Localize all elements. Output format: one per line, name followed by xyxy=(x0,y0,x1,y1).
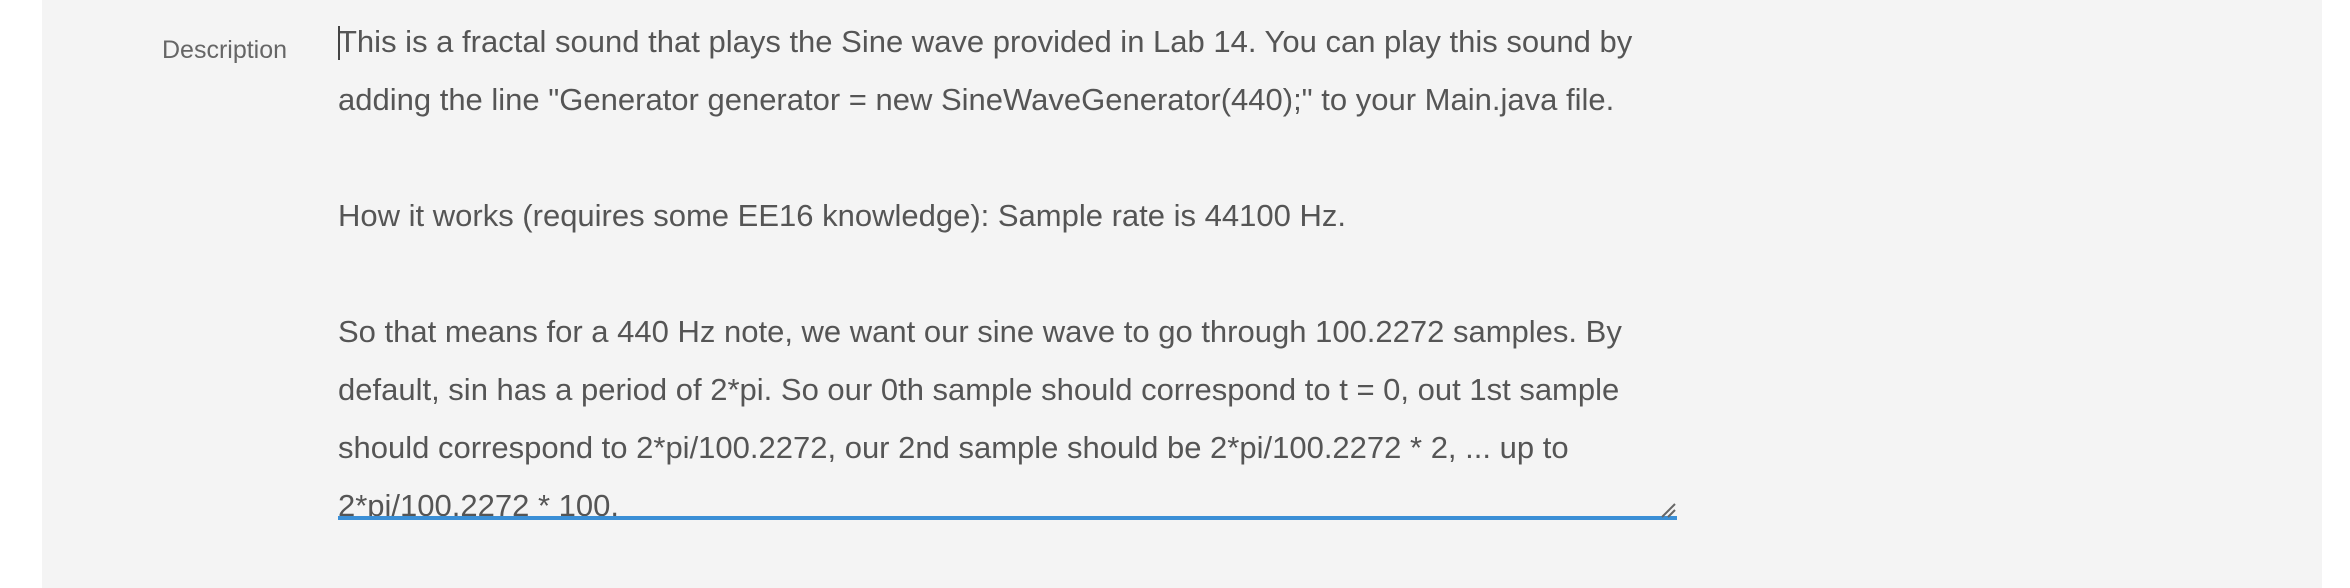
paragraph: How it works (requires some EE16 knowled… xyxy=(338,198,1346,233)
paragraph: So that means for a 440 Hz note, we want… xyxy=(338,314,1622,516)
focus-underline xyxy=(338,516,1677,520)
text-cursor xyxy=(338,26,340,60)
description-textarea[interactable]: This is a fractal sound that plays the S… xyxy=(338,13,1677,516)
field-label: Description xyxy=(162,36,288,64)
form-panel xyxy=(42,0,2322,588)
paragraph: This is a fractal sound that plays the S… xyxy=(338,24,1633,117)
resize-handle[interactable] xyxy=(1660,502,1676,518)
